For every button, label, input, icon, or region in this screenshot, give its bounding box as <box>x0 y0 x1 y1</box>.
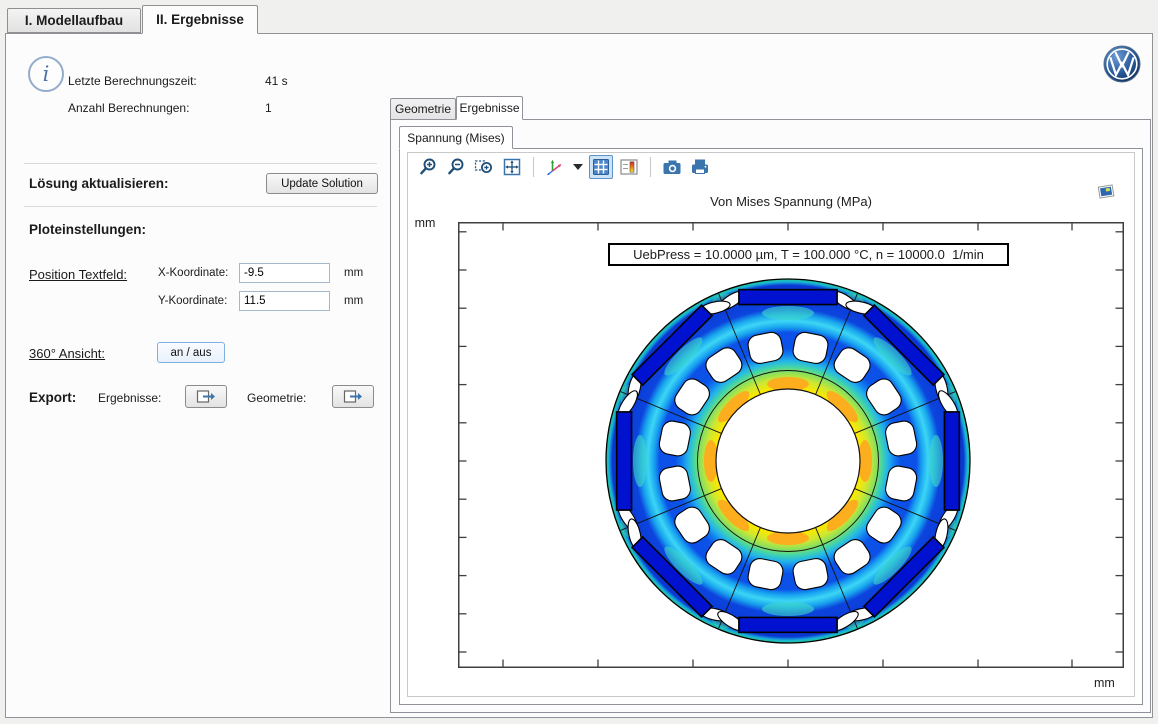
view-360-label: 360° Ansicht: <box>29 346 106 361</box>
plot-settings-label: Ploteinstellungen: <box>29 222 147 237</box>
export-results-label: Ergebnisse: <box>98 391 162 405</box>
export-icon <box>196 389 215 403</box>
axes-box <box>458 222 1124 668</box>
rotor-cross-section <box>605 278 971 644</box>
axis-orientation-icon[interactable] <box>543 155 567 179</box>
position-textfield-label: Position Textfeld: <box>29 267 128 282</box>
parameter-annotation: UebPress = 10.0000 µm, T = 100.000 °C, n… <box>608 243 1009 266</box>
axis-ticks <box>459 223 1123 667</box>
y-axis-unit: mm <box>414 216 436 230</box>
update-solution-button[interactable]: Update Solution <box>266 173 378 194</box>
shaft-bore <box>715 388 861 534</box>
print-icon[interactable] <box>688 155 712 179</box>
divider <box>24 206 377 207</box>
info-icon: i <box>28 56 64 92</box>
sector-lines <box>620 293 956 629</box>
x-coord-label: X-Koordinate: <box>158 267 229 279</box>
y-coord-input[interactable] <box>239 291 330 311</box>
tab-modellaufbau[interactable]: I. Modellaufbau <box>7 8 141 33</box>
tab-ergebnisse-main[interactable]: II. Ergebnisse <box>142 5 258 34</box>
tab-spannung-mises[interactable]: Spannung (Mises) <box>399 126 513 149</box>
tab-spannung-mises-label: Spannung (Mises) <box>407 130 505 145</box>
last-calc-time-label: Letzte Berechnungszeit: <box>68 74 197 88</box>
tab-modellaufbau-label: I. Modellaufbau <box>24 13 124 28</box>
export-geometry-label: Geometrie: <box>247 391 307 405</box>
zoom-out-icon[interactable] <box>444 155 468 179</box>
toolbar-separator <box>533 157 534 177</box>
tab-ergebnisse-main-label: II. Ergebnisse <box>156 12 244 27</box>
x-coord-unit: mm <box>344 267 364 279</box>
plot-image-icon[interactable] <box>1094 179 1118 203</box>
x-axis-unit: mm <box>1094 676 1115 690</box>
y-coord-unit: mm <box>344 295 364 307</box>
color-legend-icon[interactable] <box>617 155 641 179</box>
update-solution-label: Lösung aktualisieren: <box>29 176 169 191</box>
tab-geometrie-label: Geometrie <box>394 102 452 116</box>
zoom-extents-icon[interactable] <box>500 155 524 179</box>
plot-title: Von Mises Spannung (MPa) <box>710 194 872 209</box>
last-calc-time-value: 41 s <box>265 74 288 88</box>
tab-ergebnisse-plot-label: Ergebnisse <box>459 101 520 115</box>
von-mises-plot[interactable] <box>458 222 1124 668</box>
calc-count-label: Anzahl Berechnungen: <box>68 101 190 115</box>
tab-geometrie[interactable]: Geometrie <box>390 98 456 120</box>
divider <box>24 163 377 164</box>
export-results-button[interactable] <box>185 385 227 408</box>
export-label: Export: <box>29 390 77 405</box>
toolbar-separator <box>650 157 651 177</box>
x-coord-input[interactable] <box>239 263 330 283</box>
zoom-in-icon[interactable] <box>416 155 440 179</box>
y-coord-label: Y-Koordinate: <box>158 295 228 307</box>
vw-logo <box>1103 45 1141 83</box>
export-icon <box>343 389 362 403</box>
graphics-toolbar <box>416 155 712 179</box>
calc-count-value: 1 <box>265 101 272 115</box>
cooling-holes <box>658 331 918 591</box>
flux-barrier-cutouts <box>617 290 959 632</box>
grid-toggle-icon[interactable] <box>589 155 613 179</box>
dropdown-caret-icon[interactable] <box>571 155 585 179</box>
export-geometry-button[interactable] <box>332 385 374 408</box>
view-360-toggle-button[interactable]: an / aus <box>157 342 225 363</box>
tab-ergebnisse-plot[interactable]: Ergebnisse <box>456 96 523 120</box>
zoom-box-icon[interactable] <box>472 155 496 179</box>
magnets <box>615 288 961 634</box>
snapshot-camera-icon[interactable] <box>660 155 684 179</box>
